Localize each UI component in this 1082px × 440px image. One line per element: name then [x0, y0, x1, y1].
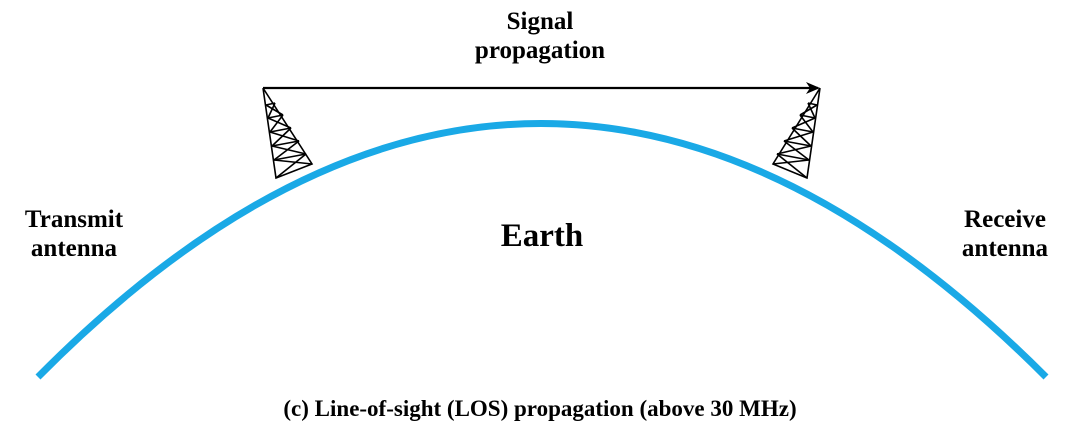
transmit-label-line2: antenna [30, 234, 118, 262]
earth-surface-arc [35, 120, 1049, 380]
receive-tower-icon [771, 87, 821, 180]
signal-label-line2: propagation [474, 36, 606, 64]
receive-label-line2: antenna [961, 234, 1049, 262]
transmit-antenna-label: Transmit antenna [0, 206, 148, 264]
signal-propagation-label: Signal propagation [440, 8, 640, 66]
receive-label-line1: Receive [964, 206, 1046, 233]
receive-antenna-label: Receive antenna [940, 206, 1070, 264]
signal-label-line1: Signal [506, 8, 574, 35]
transmit-tower-icon [262, 87, 314, 180]
earth-label: Earth [500, 218, 584, 254]
figure-caption: (c) Line-of-sight (LOS) propagation (abo… [283, 396, 797, 421]
transmit-label-line1: Transmit [24, 206, 124, 233]
